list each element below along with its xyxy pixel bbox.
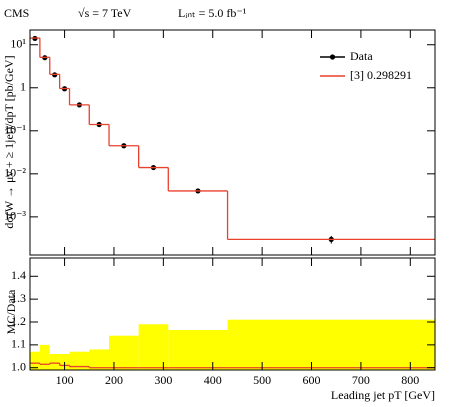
annotation: √s = 7 TeV [78, 6, 132, 20]
y-tick-label: 1.4 [11, 268, 26, 282]
plot-area [30, 35, 435, 244]
legend-label: Data [350, 49, 373, 63]
plot-area [30, 319, 435, 370]
uncertainty-band [227, 319, 435, 370]
x-tick-label: 200 [105, 373, 123, 387]
annotation: CMS [4, 6, 29, 20]
x-tick-label: 400 [204, 373, 222, 387]
legend-label: [3] 0.298291 [350, 68, 412, 82]
uncertainty-band [168, 330, 228, 370]
y-tick-label: 1.3 [11, 291, 26, 305]
x-tick-label: 100 [56, 373, 74, 387]
x-tick-label: 600 [303, 373, 321, 387]
y-axis-label: dσ(W → μν + ≥ 1jet)/dpT [pb/GeV] [2, 55, 16, 228]
x-tick-label: 800 [401, 373, 419, 387]
y-tick-label: 10⁻³ [4, 209, 26, 223]
y-tick-label: 10¹ [10, 36, 26, 50]
y-tick-label: 1.2 [11, 314, 26, 328]
uncertainty-band [49, 354, 60, 370]
annotation: Lᵢₙₜ = 5.0 fb⁻¹ [178, 6, 247, 20]
y-axis-label: MC/Data [4, 289, 18, 334]
uncertainty-band [89, 349, 110, 370]
y-tick-label: 1.1 [11, 337, 26, 351]
y-tick-label: 1.0 [11, 359, 26, 373]
x-tick-label: 300 [154, 373, 172, 387]
plot-frame [29, 29, 436, 256]
legend-marker [329, 54, 336, 60]
uncertainty-band [39, 344, 50, 370]
y-tick-label: 10⁻² [4, 166, 26, 180]
uncertainty-band [30, 351, 40, 370]
y-tick-label: 10⁻¹ [4, 123, 26, 137]
uncertainty-band [69, 351, 90, 370]
plot-frame [29, 257, 436, 371]
x-tick-label: 700 [352, 373, 370, 387]
x-tick-label: 500 [253, 373, 271, 387]
y-tick-label: 1 [20, 80, 26, 94]
x-axis-label: Leading jet pT [GeV] [331, 388, 435, 402]
